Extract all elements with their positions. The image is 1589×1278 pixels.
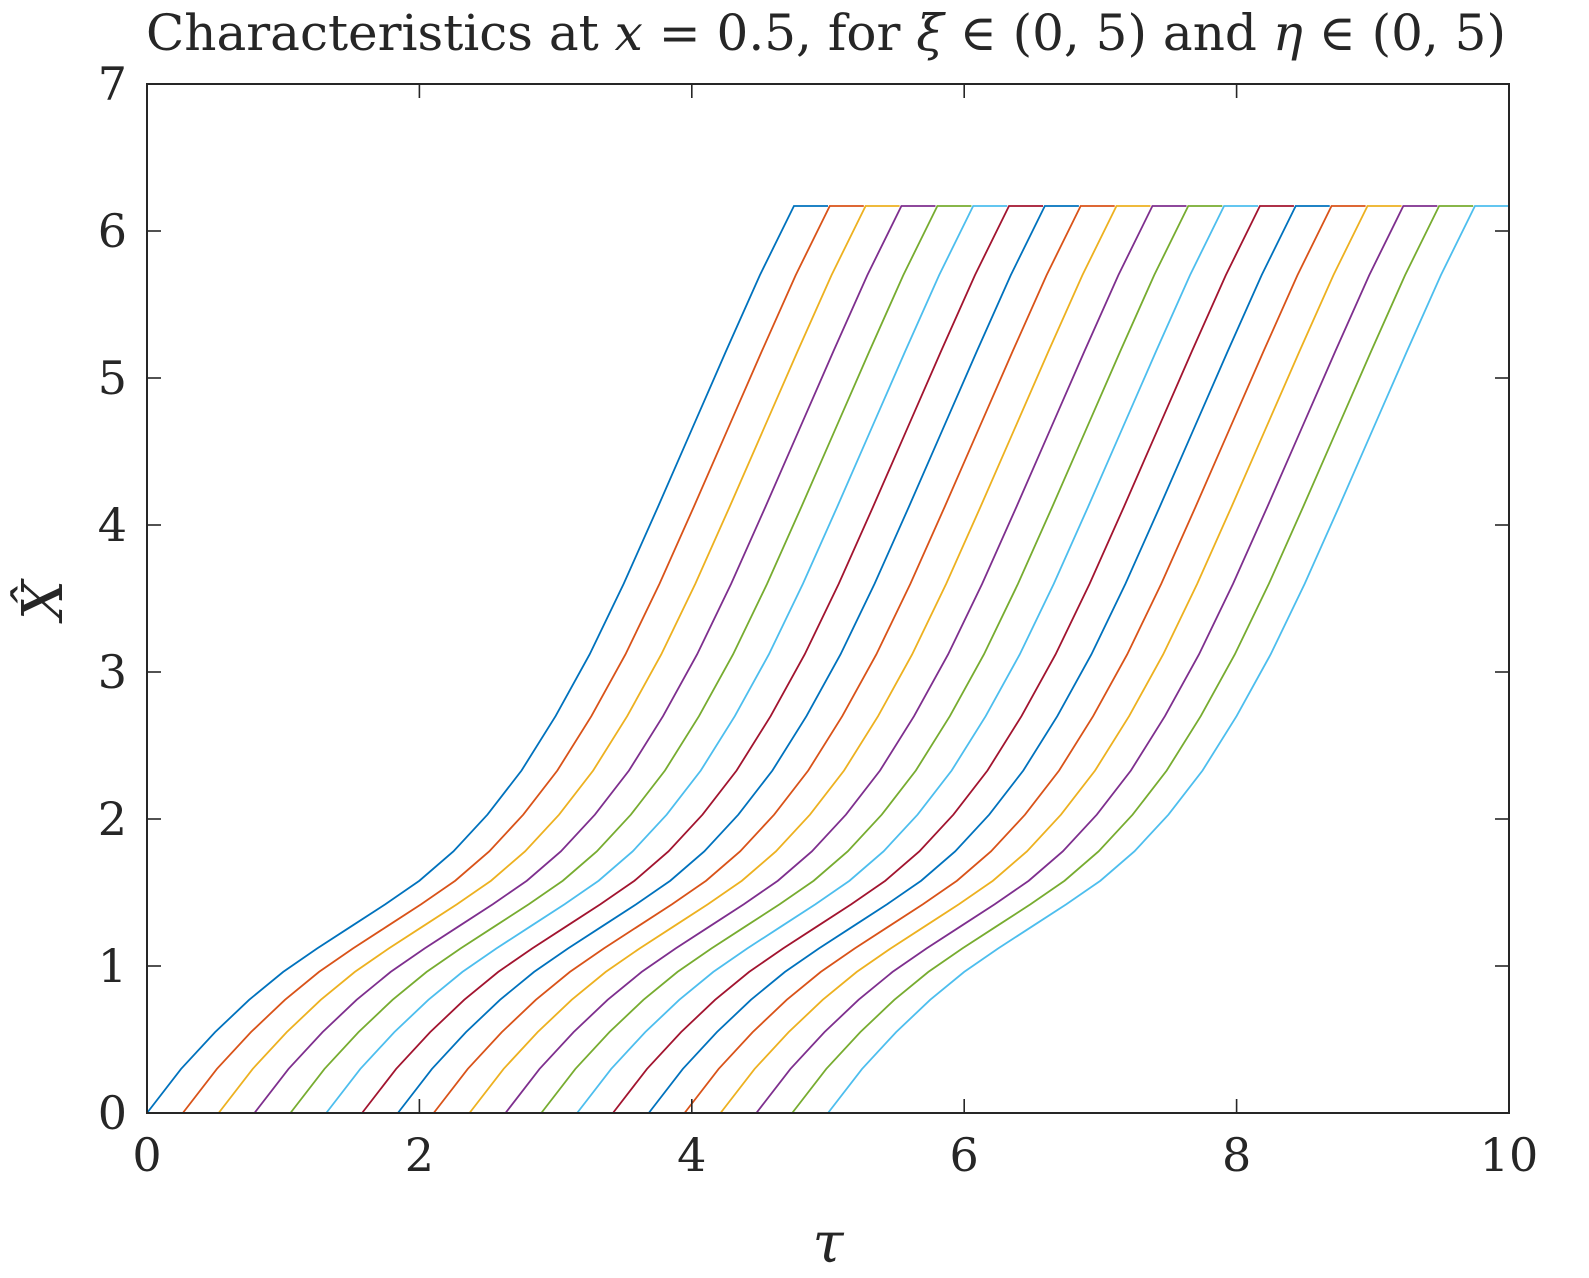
series-line bbox=[791, 205, 1474, 1114]
chart-title-part: x bbox=[615, 4, 643, 62]
series-line bbox=[612, 205, 1294, 1114]
y-tick-label: 1 bbox=[98, 939, 127, 993]
series-line bbox=[504, 205, 1187, 1114]
x-tick-label: 4 bbox=[677, 1128, 706, 1182]
chart-title-part: ∈ (0, 5) bbox=[1303, 4, 1506, 62]
series-line bbox=[719, 205, 1402, 1114]
series-line bbox=[397, 205, 1079, 1114]
x-tick-label: 10 bbox=[1480, 1128, 1539, 1182]
y-tick-label: 5 bbox=[98, 351, 127, 405]
x-tick-labels: 0 2 4 6 8 10 bbox=[132, 1128, 1538, 1182]
y-tick-labels: 0 1 2 3 4 5 6 7 bbox=[98, 57, 127, 1140]
y-tick-label: 2 bbox=[98, 792, 127, 846]
chart-title-part: Characteristics at bbox=[146, 4, 615, 62]
series-line bbox=[576, 205, 1259, 1114]
series-line bbox=[540, 205, 1223, 1114]
series-line bbox=[827, 205, 1509, 1114]
x-tick-label: 6 bbox=[950, 1128, 979, 1182]
y-tick-label: 0 bbox=[98, 1086, 127, 1140]
y-axis-label: X̂ bbox=[9, 578, 76, 624]
series-line bbox=[289, 205, 972, 1114]
x-tick-label: 2 bbox=[405, 1128, 434, 1182]
chart-title-part: η bbox=[1273, 4, 1303, 62]
series-group bbox=[146, 205, 1509, 1114]
x-tick-label: 8 bbox=[1222, 1128, 1251, 1182]
chart-title: Characteristics at x = 0.5, for ξ ∈ (0, … bbox=[146, 4, 1506, 62]
x-tick-label: 0 bbox=[132, 1128, 161, 1182]
series-line bbox=[468, 205, 1151, 1114]
series-line bbox=[755, 205, 1438, 1114]
y-tick-label: 4 bbox=[98, 498, 127, 552]
series-line bbox=[432, 205, 1115, 1114]
series-line bbox=[217, 205, 900, 1114]
y-tick-label: 6 bbox=[98, 204, 127, 258]
series-line bbox=[683, 205, 1366, 1114]
x-axis-label: τ bbox=[813, 1211, 845, 1276]
y-tick-label: 7 bbox=[98, 57, 127, 111]
series-line bbox=[253, 205, 936, 1114]
series-line bbox=[361, 205, 1044, 1114]
series-line bbox=[325, 205, 1008, 1114]
series-line bbox=[182, 205, 864, 1114]
chart-title-part: ξ bbox=[916, 4, 946, 62]
plot-area bbox=[146, 83, 1510, 1114]
series-line bbox=[146, 205, 828, 1114]
chart-title-part: = 0.5, for bbox=[643, 4, 916, 62]
axes-frame bbox=[146, 83, 1510, 1114]
chart-title-part: ∈ (0, 5) and bbox=[944, 4, 1273, 62]
y-tick-label: 3 bbox=[98, 645, 127, 699]
ticks-group bbox=[146, 83, 1510, 1114]
series-line bbox=[648, 205, 1330, 1114]
